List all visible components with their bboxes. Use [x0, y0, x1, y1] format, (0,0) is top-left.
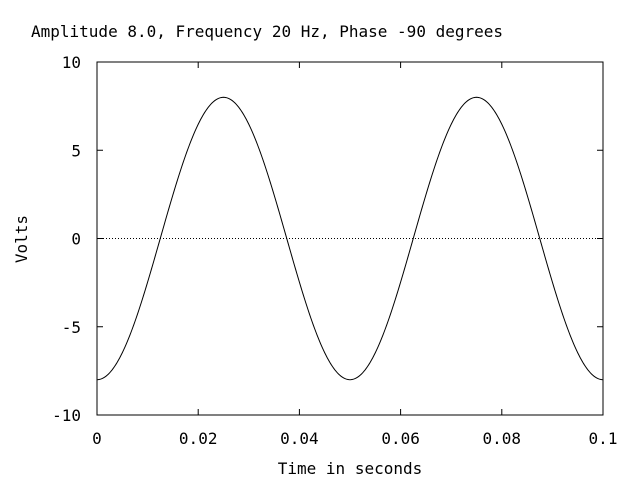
series-line-voltage [96, 96, 604, 381]
chart-title: Amplitude 8.0, Frequency 20 Hz, Phase -9… [31, 22, 503, 41]
x-axis-label: Time in seconds [278, 459, 423, 478]
y-axis-label: Volts [12, 215, 31, 263]
y-tick-label: -5 [62, 318, 81, 337]
x-tick-label: 0.1 [589, 429, 618, 448]
y-axis: -10 -5 0 5 10 [52, 53, 603, 425]
x-axis: 0 0.02 0.04 0.06 0.08 0.1 [92, 62, 617, 448]
y-tick-label: 0 [71, 230, 81, 249]
x-tick-label: 0 [92, 429, 102, 448]
x-tick-label: 0.08 [483, 429, 522, 448]
y-tick-label: 5 [71, 141, 81, 160]
x-tick-label: 0.06 [381, 429, 420, 448]
x-tick-label: 0.02 [179, 429, 218, 448]
y-tick-label: 10 [62, 53, 81, 72]
y-tick-label: -10 [52, 406, 81, 425]
x-tick-label: 0.04 [280, 429, 319, 448]
